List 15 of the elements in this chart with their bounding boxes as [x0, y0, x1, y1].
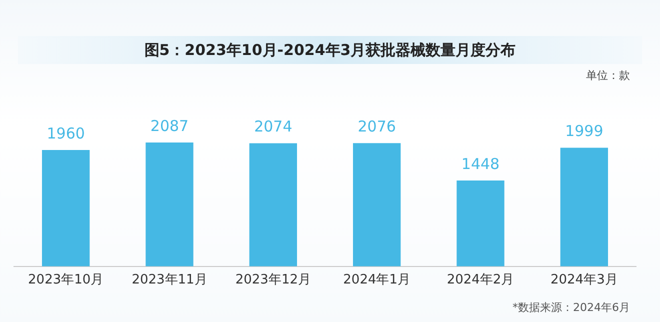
x-tick-label: 2024年2月: [446, 272, 514, 288]
chart-subtitle: 单位：款: [586, 68, 630, 83]
data-label: 2076: [358, 118, 396, 136]
x-tick-label: 2024年3月: [550, 272, 618, 288]
data-label: 1960: [46, 124, 85, 142]
text: *数据来源：2024年6月: [512, 300, 630, 315]
data-label: 2087: [150, 116, 189, 135]
x-tick-label: 2024年1月: [343, 272, 411, 288]
x-tick-label: 2023年12月: [235, 272, 311, 288]
data-label: 1448: [461, 154, 500, 173]
x-tick-label: 2023年10月: [28, 272, 104, 288]
chart-title: 图5：2023年10月-2024年3月获批器械数量月度分布: [18, 36, 642, 64]
x-tick-label: 2023年11月: [132, 272, 208, 288]
data-label: 2074: [254, 118, 292, 136]
data-label: 1999: [565, 122, 604, 140]
